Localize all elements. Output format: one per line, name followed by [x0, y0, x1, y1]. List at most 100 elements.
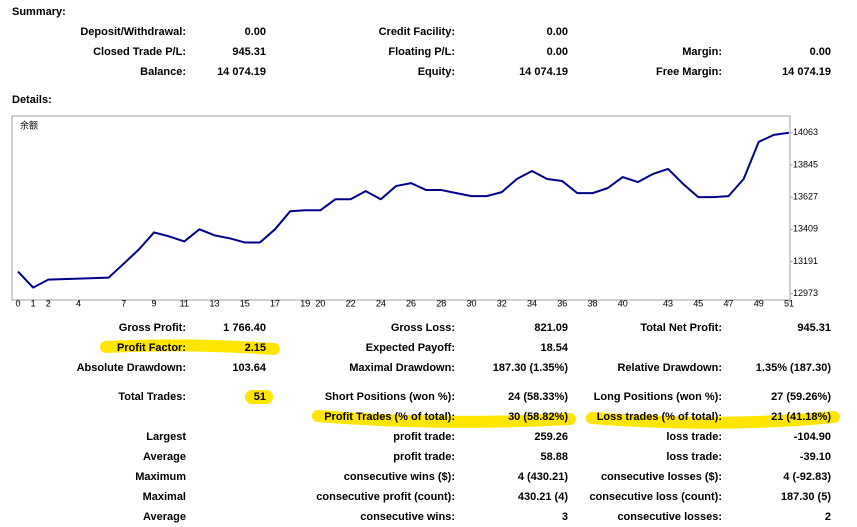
value: 0.00	[547, 26, 568, 38]
x-tick-label: 43	[663, 298, 673, 308]
label: Balance:	[140, 66, 186, 78]
x-tick-label: 45	[693, 298, 703, 308]
label: profit trade:	[393, 451, 455, 463]
label: consecutive wins ($):	[344, 471, 455, 483]
label: loss trade:	[666, 451, 722, 463]
value: 14 074.19	[782, 66, 831, 78]
label: Absolute Drawdown:	[77, 362, 186, 374]
chart-title: 余额	[20, 119, 38, 130]
value: 103.64	[232, 362, 267, 374]
label: Profit Factor:	[117, 342, 186, 354]
highlights	[100, 339, 840, 429]
label: Maximal	[143, 491, 186, 503]
section-title: Details:	[12, 94, 52, 106]
value: 14 074.19	[217, 66, 266, 78]
label: Expected Payoff:	[366, 342, 455, 354]
x-tick-label: 26	[406, 298, 416, 308]
label: consecutive profit (count):	[316, 491, 455, 503]
label: Average	[143, 511, 186, 523]
y-tick-label: 13845	[793, 159, 818, 169]
value: 821.09	[534, 322, 568, 334]
value: 14 074.19	[519, 66, 568, 78]
value: 4 (-92.83)	[783, 471, 831, 483]
label: consecutive wins:	[360, 511, 455, 523]
label: Deposit/Withdrawal:	[80, 26, 186, 38]
y-tick-label: 13191	[793, 256, 818, 266]
highlight	[312, 410, 576, 428]
y-tick-label: 13409	[793, 224, 818, 234]
label: Largest	[146, 431, 186, 443]
value: 1 766.40	[223, 322, 266, 334]
x-tick-label: 0	[15, 298, 20, 308]
label: Floating P/L:	[388, 46, 455, 58]
value: 51	[254, 391, 266, 403]
label: Total Net Profit:	[640, 322, 722, 334]
x-tick-label: 30	[467, 298, 477, 308]
label: consecutive losses:	[617, 511, 722, 523]
value: 18.54	[540, 342, 568, 354]
label: Gross Loss:	[391, 322, 455, 334]
x-tick-label: 40	[618, 298, 628, 308]
value: -39.10	[800, 451, 831, 463]
x-tick-label: 9	[152, 298, 157, 308]
label: Short Positions (won %):	[325, 391, 455, 403]
value: 0.00	[547, 46, 568, 58]
value: 30 (58.82%)	[508, 411, 568, 423]
highlight	[586, 411, 840, 429]
label: Profit Trades (% of total):	[324, 411, 455, 423]
x-tick-label: 51	[784, 298, 794, 308]
x-tick-label: 13	[210, 298, 220, 308]
value: 430.21 (4)	[518, 491, 568, 503]
x-tick-label: 36	[557, 298, 567, 308]
x-tick-label: 2	[46, 298, 51, 308]
label: consecutive loss (count):	[589, 491, 722, 503]
balance-line	[17, 131, 790, 289]
value: 259.26	[534, 431, 568, 443]
x-tick-label: 32	[497, 298, 507, 308]
label: Free Margin:	[656, 66, 722, 78]
value: 945.31	[232, 46, 266, 58]
label: Maximal Drawdown:	[349, 362, 455, 374]
label: Credit Facility:	[379, 26, 455, 38]
y-tick-label: 14063	[793, 127, 818, 137]
value: 187.30 (1.35%)	[493, 362, 569, 374]
value: 2.15	[245, 342, 266, 354]
label: Margin:	[682, 46, 722, 58]
label: Equity:	[418, 66, 455, 78]
value: 24 (58.33%)	[508, 391, 568, 403]
x-tick-label: 24	[376, 298, 386, 308]
x-tick-label: 22	[346, 298, 356, 308]
x-tick-label: 1	[31, 298, 36, 308]
value: 4 (430.21)	[518, 471, 568, 483]
section-title: Summary:	[12, 6, 66, 18]
highlight	[100, 339, 280, 355]
label: Relative Drawdown:	[617, 362, 722, 374]
y-tick-label: 12973	[793, 288, 818, 298]
value: 2	[825, 511, 831, 523]
x-tick-label: 11	[180, 298, 189, 308]
x-tick-label: 34	[527, 298, 537, 308]
x-tick-label: 28	[436, 298, 446, 308]
label: Long Positions (won %):	[594, 391, 722, 403]
value: -104.90	[794, 431, 831, 443]
label: loss trade:	[666, 431, 722, 443]
value: 187.30 (5)	[781, 491, 831, 503]
label: Total Trades:	[118, 391, 186, 403]
label: profit trade:	[393, 431, 455, 443]
label: Maximum	[135, 471, 186, 483]
label: Average	[143, 451, 186, 463]
x-tick-label: 19	[300, 298, 310, 308]
x-tick-label: 4	[76, 298, 81, 308]
x-tick-label: 47	[724, 298, 734, 308]
value: 21 (41.18%)	[771, 411, 831, 423]
label: Loss trades (% of total):	[597, 411, 722, 423]
value: 27 (59.26%)	[771, 391, 831, 403]
x-tick-label: 49	[754, 298, 764, 308]
label: Closed Trade P/L:	[93, 46, 186, 58]
y-tick-label: 13627	[793, 192, 818, 202]
value: 945.31	[797, 322, 831, 334]
chart-frame	[11, 115, 791, 301]
label: Gross Profit:	[119, 322, 186, 334]
x-tick-label: 7	[121, 298, 126, 308]
